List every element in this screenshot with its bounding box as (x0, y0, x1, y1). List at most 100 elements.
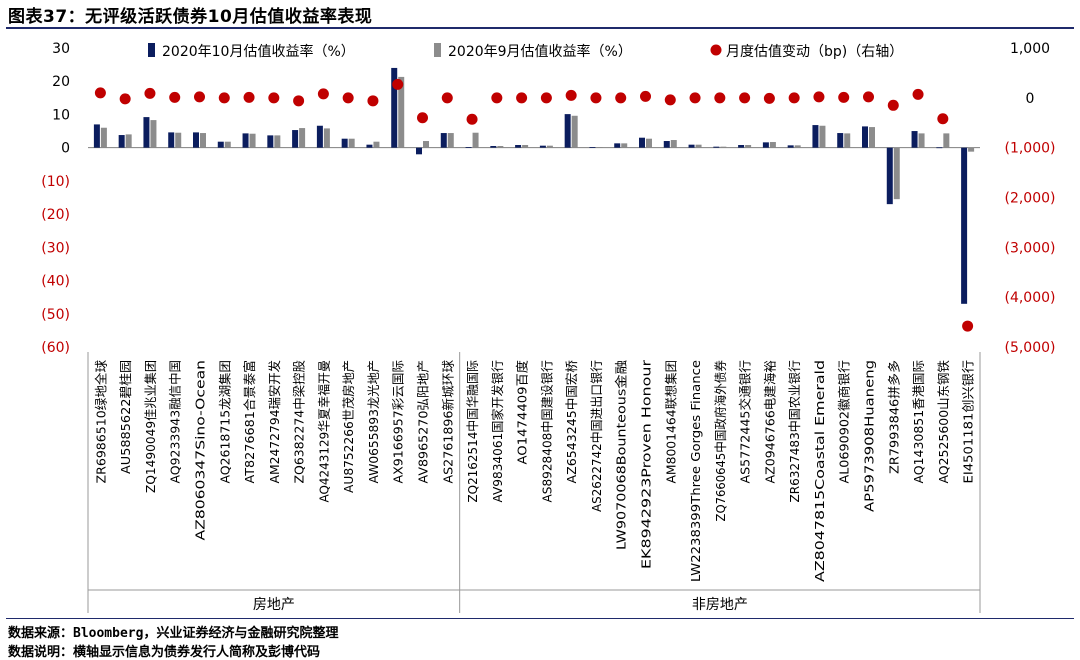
category-label: AQ1430851香港国际 (911, 360, 926, 484)
bar-oct (564, 114, 571, 148)
category-label: AT8276681合景泰富 (242, 360, 257, 484)
category-label: AL0690902徽商银行 (837, 360, 852, 484)
bar-oct (292, 130, 299, 148)
bar-oct (614, 143, 621, 148)
category-label: AS2622742中国进出口银行 (589, 360, 604, 512)
right-axis-tick-label: (2,000) (1004, 191, 1055, 207)
bar-sep (745, 145, 752, 148)
bar-oct (168, 132, 175, 148)
change-dot (392, 78, 404, 90)
left-axis-tick-label: 0 (61, 141, 70, 157)
bar-oct (663, 141, 670, 148)
bar-sep (497, 146, 504, 148)
bar-sep (893, 147, 900, 200)
change-dot (94, 87, 106, 99)
change-dot (640, 90, 651, 102)
left-axis-tick-label: (10) (41, 174, 70, 190)
change-dot (491, 92, 503, 104)
category-label: AU8752266世茂房地产 (341, 360, 356, 493)
category-label: AZ8060347Sino-Ocean (193, 360, 208, 541)
change-dot (317, 88, 329, 100)
bar-sep (274, 135, 281, 148)
left-axis-tick-label: (40) (41, 274, 70, 290)
bar-oct (143, 117, 150, 148)
category-label: AW0655893龙光地产 (366, 360, 381, 484)
bar-oct (490, 146, 497, 148)
category-label: AO1474409百度 (515, 359, 530, 464)
right-axis-tick-label: 0 (1026, 91, 1035, 107)
bar-sep (968, 147, 975, 152)
bar-oct (812, 125, 819, 148)
bar-sep (844, 133, 851, 148)
bar-oct (639, 137, 645, 148)
left-axis-tick-label: 20 (52, 74, 70, 90)
bar-sep (670, 140, 677, 148)
change-dot (887, 99, 899, 111)
bar-oct (837, 133, 844, 148)
bar-sep (200, 133, 206, 148)
group-label: 非房地产 (692, 597, 748, 613)
category-label: AQ2618715龙湖集团 (217, 360, 232, 484)
bar-sep (621, 143, 628, 148)
bar-sep (150, 120, 157, 148)
change-dot (937, 113, 949, 125)
right-axis-tick-label: (3,000) (1004, 240, 1055, 256)
change-dot (689, 92, 701, 104)
bar-sep (125, 134, 132, 148)
category-label: AS2761896新城环球 (440, 359, 455, 483)
bar-sep (819, 125, 826, 148)
bar-sep (943, 133, 950, 148)
bars-layer (93, 67, 975, 304)
change-dot (763, 92, 775, 104)
bar-oct (688, 144, 695, 148)
change-dot (962, 320, 974, 332)
dots-layer (94, 78, 974, 332)
bar-oct (465, 147, 472, 148)
bar-oct (267, 135, 274, 148)
category-label: EK8942923Proven Honour (639, 359, 654, 569)
left-axis-tick-label: (50) (41, 307, 70, 323)
category-label: AZ6543245中国宏桥 (564, 360, 579, 484)
legend: 2020年10月估值收益率（%） 2020年9月估值收益率（%） 月度估值变动（bp… (148, 43, 903, 60)
bar-oct (539, 145, 546, 148)
change-dot (243, 91, 255, 103)
change-dot (838, 91, 850, 103)
category-label: ZQ2162514中国华融国际 (465, 360, 480, 503)
category-label: AQ2525600山东钢铁 (936, 360, 951, 484)
change-dot (218, 92, 230, 104)
bar-oct (193, 132, 199, 148)
bar-sep (249, 133, 256, 148)
category-label: AS5772445交通银行 (738, 360, 753, 484)
bar-sep (398, 76, 405, 148)
bar-oct (515, 145, 522, 148)
bar-oct (242, 133, 249, 148)
change-dot (194, 91, 205, 103)
bar-sep (323, 128, 330, 148)
change-dot (293, 95, 305, 107)
group-label: 房地产 (253, 597, 295, 613)
bar-sep (224, 141, 231, 148)
bar-oct (936, 147, 943, 149)
change-dot (615, 92, 627, 104)
change-dot (788, 92, 800, 104)
bar-oct (366, 144, 373, 148)
change-dot (268, 92, 280, 104)
category-label: AQ4243129华夏幸福开曼 (316, 360, 331, 503)
legend-swatch (148, 43, 155, 57)
change-dot (441, 92, 453, 104)
category-label: AM2472794瑞安开发 (267, 360, 282, 484)
category-label: LW9070068Bounteous金融 (614, 359, 629, 550)
data-note: 数据说明：横轴显示信息为债券发行人简称及彭博代码 (8, 645, 321, 660)
bar-sep (769, 142, 776, 148)
change-dot (466, 113, 478, 125)
category-label: AQ9233943融信中国 (168, 360, 183, 484)
legend-label: 2020年10月估值收益率（%） (162, 43, 355, 60)
bar-oct (416, 147, 422, 155)
change-dot (863, 91, 874, 103)
left-axis-tick-label: (60) (41, 340, 70, 356)
bar-sep (571, 115, 578, 148)
change-dot (367, 95, 379, 107)
change-dot (565, 89, 577, 101)
category-label: ZR7993846拼多多 (886, 360, 901, 474)
